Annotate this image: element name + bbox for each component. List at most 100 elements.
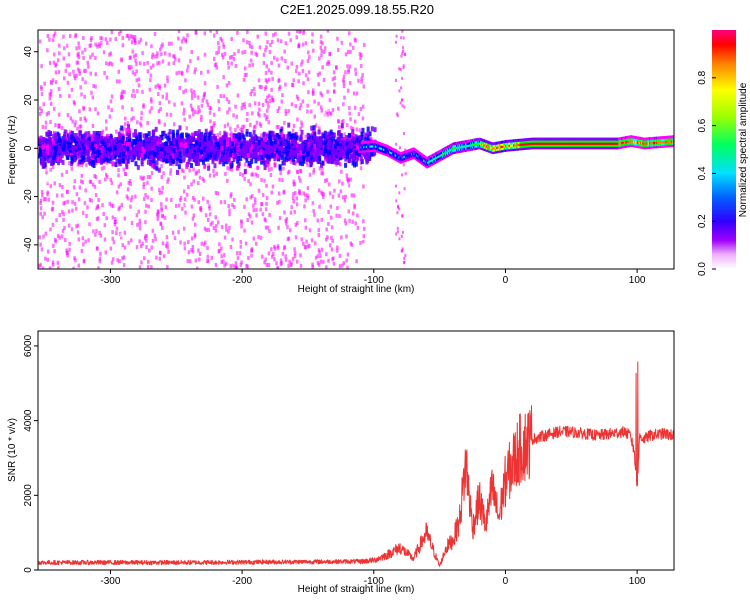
heatmap-cell [332, 252, 335, 257]
heatmap-cell [49, 101, 53, 106]
heatmap-cell [84, 157, 88, 163]
heatmap-cell [108, 52, 111, 57]
heatmap-cell [189, 103, 193, 108]
heatmap-cell [409, 148, 411, 152]
heatmap-cell [246, 30, 249, 35]
heatmap-cell [123, 143, 127, 149]
heatmap-cell [385, 150, 388, 154]
heatmap-cell [239, 262, 242, 267]
heatmap-cell [157, 210, 160, 215]
heatmap-cell [170, 157, 174, 163]
heatmap-cell [48, 60, 52, 65]
heatmap-cell [423, 155, 426, 159]
heatmap-cell [454, 146, 456, 150]
heatmap-cell [64, 238, 67, 243]
heatmap-cell [54, 80, 58, 85]
heatmap-cell [401, 247, 404, 251]
heatmap-cell [109, 37, 112, 42]
heatmap-cell [288, 228, 292, 233]
heatmap-cell [360, 52, 363, 57]
heatmap-cell [437, 153, 439, 157]
heatmap-cell [45, 131, 49, 137]
heatmap-cell [110, 94, 114, 99]
heatmap-cell [142, 148, 146, 154]
heatmap-cell [138, 151, 142, 157]
heatmap-cell [350, 141, 354, 147]
heatmap-cell [53, 249, 56, 254]
heatmap-cell [330, 247, 334, 252]
heatmap-cell [230, 131, 233, 136]
heatmap-cell [403, 159, 405, 163]
heatmap-cell [368, 140, 370, 144]
heatmap-cell [82, 155, 86, 161]
heatmap-cell [325, 202, 329, 207]
heatmap-cell [101, 36, 104, 41]
heatmap-cell [350, 131, 354, 137]
heatmap-cell [137, 102, 140, 107]
heatmap-cell [165, 153, 169, 159]
heatmap-cell [263, 217, 267, 222]
heatmap-cell [190, 96, 194, 101]
heatmap-cell [243, 105, 246, 110]
heatmap-cell [94, 192, 98, 197]
heatmap-cell [396, 211, 399, 215]
heatmap-cell [213, 121, 216, 126]
heatmap-cell [66, 108, 70, 113]
heatmap-cell [394, 153, 396, 157]
heatmap-cell [107, 105, 110, 110]
heatmap-cell [243, 102, 246, 107]
heatmap-cell [278, 177, 281, 182]
heatmap-cell [381, 142, 383, 146]
heatmap-cell [311, 32, 314, 37]
heatmap-cell [325, 237, 328, 242]
heatmap-cell [50, 151, 54, 157]
heatmap-cell [62, 140, 66, 146]
heatmap-cell [363, 145, 365, 149]
heatmap-cell [185, 126, 189, 131]
heatmap-cell [65, 248, 68, 253]
heatmap-cell [265, 45, 268, 50]
heatmap-cell [238, 135, 242, 141]
heatmap-cell [115, 190, 119, 195]
heatmap-cell [221, 55, 225, 60]
heatmap-cell [356, 155, 360, 161]
heatmap-cell [127, 128, 131, 134]
heatmap-cell [306, 58, 310, 63]
heatmap-cell [179, 240, 182, 245]
heatmap-cell [58, 213, 61, 218]
heatmap-cell [133, 129, 137, 135]
heatmap-cell [68, 34, 72, 39]
heatmap-cell [384, 152, 386, 156]
heatmap-cell [66, 113, 70, 118]
heatmap-cell [270, 87, 273, 92]
heatmap-cell [352, 45, 355, 50]
heatmap-cell [359, 107, 363, 112]
heatmap-cell [391, 153, 393, 157]
heatmap-cell [154, 84, 158, 89]
heatmap-cell [408, 157, 410, 161]
heatmap-cell [105, 174, 109, 179]
heatmap-cell [213, 112, 216, 117]
heatmap-cell [138, 61, 142, 66]
heatmap-cell [200, 241, 204, 246]
heatmap-cell [400, 234, 403, 238]
heatmap-cell [89, 147, 93, 153]
heatmap-cell [226, 147, 230, 153]
heatmap-cell [172, 147, 176, 153]
heatmap-cell [232, 263, 235, 268]
heatmap-cell [122, 158, 126, 164]
heatmap-cell [295, 135, 299, 141]
heatmap-cell [161, 94, 165, 99]
heatmap-cell [160, 206, 163, 211]
heatmap-cell [137, 209, 140, 214]
heatmap-cell [267, 262, 271, 267]
heatmap-cell [331, 108, 335, 113]
heatmap-cell [304, 198, 307, 203]
heatmap-cell [404, 148, 407, 152]
heatmap-cell [71, 142, 75, 147]
heatmap-cell [188, 259, 192, 264]
heatmap-cell [266, 145, 270, 151]
heatmap-cell [92, 160, 96, 166]
heatmap-cell [156, 141, 160, 147]
heatmap-cell [424, 157, 426, 161]
